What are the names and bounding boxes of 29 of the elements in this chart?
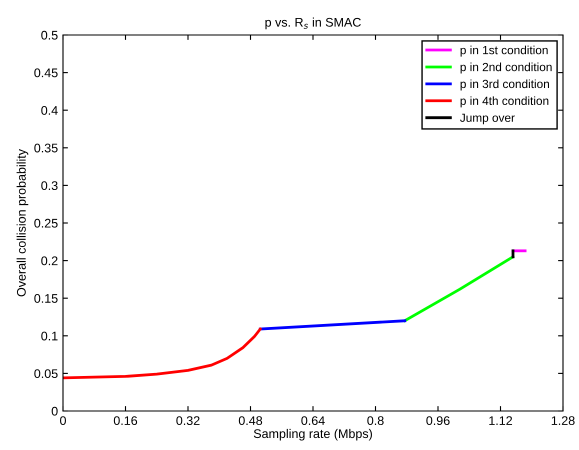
y-tick-label: 0.5: [41, 30, 58, 40]
legend-label: Jump over: [460, 114, 515, 124]
chart-title: p vs. R$_{s}$ in SMAC: [265, 18, 361, 30]
legend-label: p in 3rd condition: [460, 79, 549, 90]
x-tick-label: 0.8: [367, 416, 384, 426]
legend-label: p in 2nd condition: [460, 62, 552, 74]
x-tick-label: 0.32: [176, 416, 200, 426]
y-tick-label: 0.15: [34, 294, 58, 303]
y-tick-label: 0.3: [41, 181, 58, 190]
legend-label: p in 1st condition: [460, 46, 548, 57]
y-tick-label: 0: [52, 406, 58, 416]
line-series: [63, 328, 262, 380]
x-tick-label: 0.16: [114, 416, 138, 426]
y-axis-title: Overall collision probability: [16, 149, 28, 296]
x-axis-title: Sampling rate (Mbps): [254, 428, 372, 441]
y-tick-label: 0.2: [41, 256, 58, 266]
x-tick-label: 1.28: [552, 416, 575, 426]
y-tick-label: 0.45: [34, 68, 58, 78]
legend-label: p in 4th condition: [460, 96, 548, 108]
x-tick-label: 0.48: [238, 416, 262, 426]
y-tick-label: 0.05: [34, 369, 58, 378]
y-tick-label: 0.25: [34, 218, 58, 228]
y-tick-label: 0.35: [34, 144, 58, 152]
x-tick-label: 0: [60, 416, 66, 426]
x-tick-label: 0.64: [301, 416, 325, 426]
x-tick-label: 1.12: [489, 416, 512, 425]
y-tick-label: 0.4: [41, 106, 58, 115]
x-tick-label: 0.96: [426, 416, 450, 426]
y-tick-label: 0.1: [41, 332, 58, 340]
